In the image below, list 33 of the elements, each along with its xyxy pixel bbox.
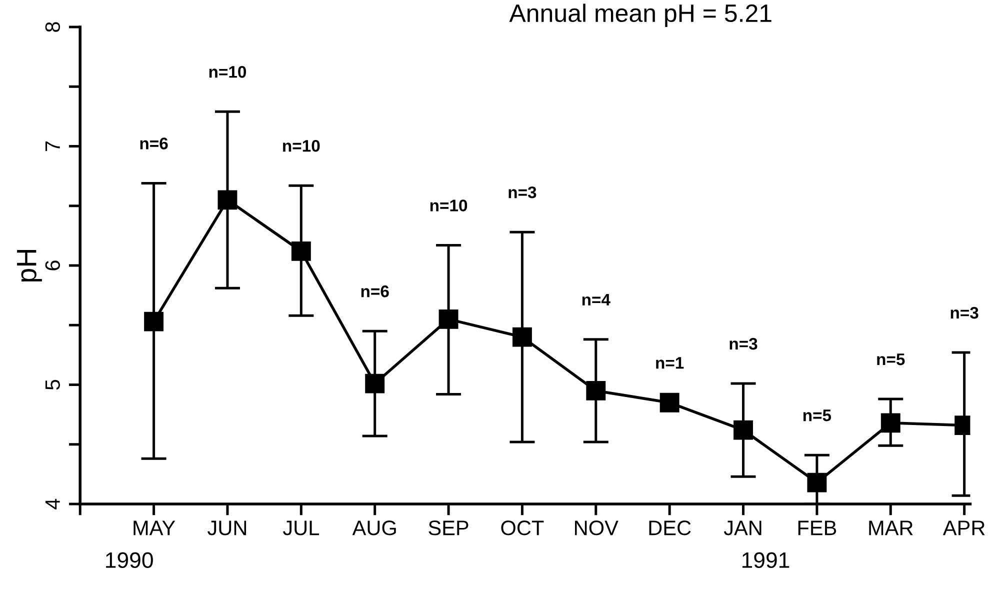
- annotation: n=10: [283, 140, 320, 152]
- text: 1991: [742, 552, 790, 568]
- x-tick-label: AUG: [352, 520, 396, 536]
- x-tick-label: OCT: [501, 520, 544, 536]
- annotation: n=1: [656, 357, 684, 369]
- x-tick-label: MAR: [869, 520, 913, 536]
- annotation: n=5: [803, 410, 832, 422]
- text: 1990: [106, 552, 153, 568]
- x-tick-label: JAN: [724, 520, 762, 536]
- y-tick-label: 5: [45, 380, 60, 390]
- y-axis-title: pH: [17, 250, 42, 282]
- x-tick-label: JUN: [208, 520, 246, 536]
- x-tick-label: JUL: [282, 520, 319, 536]
- x-tick-label: MAY: [134, 520, 176, 536]
- x-tick-label: FEB: [798, 520, 836, 536]
- y-tick-label: 7: [45, 142, 60, 151]
- x-tick-label: APR: [942, 520, 985, 536]
- chart-title: Annual mean pH = 5.21: [509, 4, 772, 27]
- y-tick-label: 6: [45, 260, 60, 270]
- y-tick-label: 8: [45, 22, 60, 32]
- annotation: n=3: [508, 186, 536, 198]
- annotation: n=6: [361, 285, 389, 298]
- annotation: n=10: [209, 66, 246, 78]
- x-tick-label: DEC: [649, 520, 691, 536]
- annotation: n=5: [877, 354, 905, 366]
- annotation: n=3: [950, 306, 978, 319]
- annotation: n=6: [140, 138, 168, 150]
- x-tick-label: NOV: [575, 520, 618, 536]
- y-tick-label: 4: [45, 498, 60, 510]
- annotation: n=10: [430, 200, 468, 212]
- annotation: n=4: [582, 294, 610, 306]
- annotation: n=3: [730, 338, 758, 350]
- x-tick-label: SEP: [428, 520, 468, 536]
